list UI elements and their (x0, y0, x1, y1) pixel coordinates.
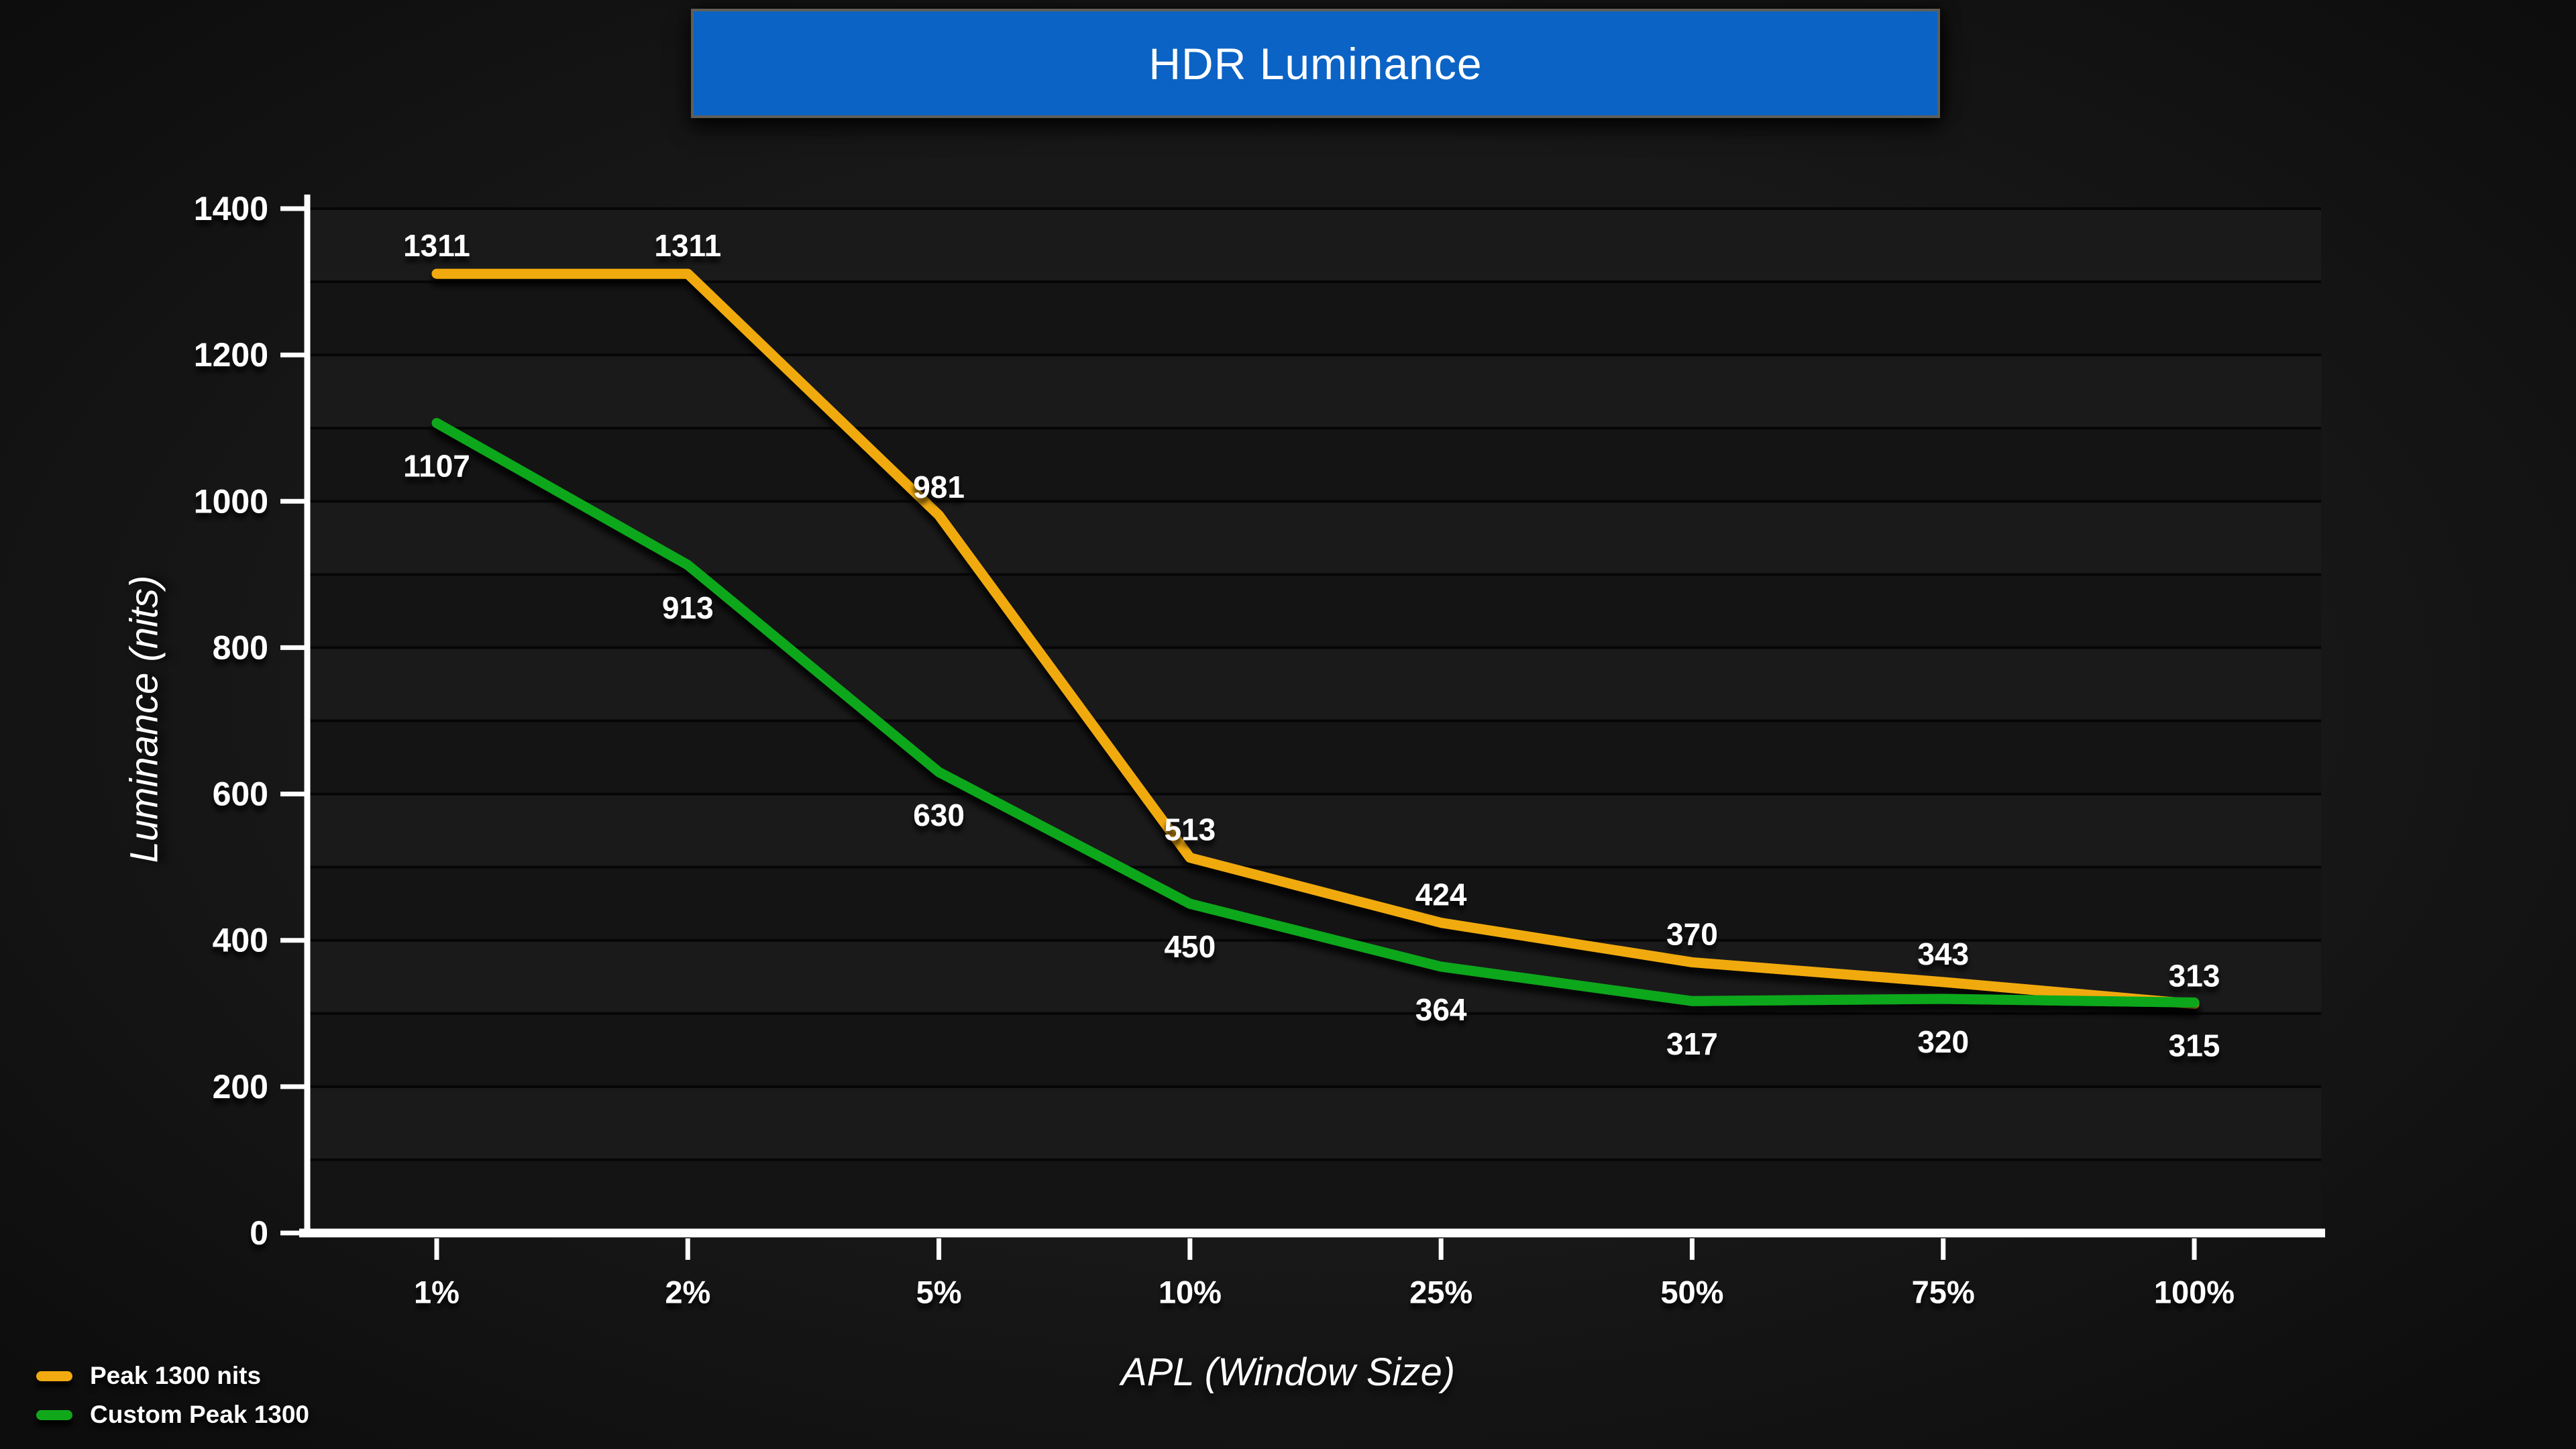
chart-title-banner: HDR Luminance (691, 9, 1940, 118)
plot-band (307, 428, 2321, 502)
data-label: 913 (662, 590, 714, 625)
data-label: 317 (1666, 1026, 1718, 1061)
plot-band (307, 501, 2321, 575)
plot-band (307, 647, 2321, 721)
plot-band (307, 355, 2321, 429)
series-line-peak-1300-nits (431, 268, 2200, 1010)
x-tick-label: 1% (414, 1274, 460, 1309)
y-tick-label: 800 (213, 629, 268, 666)
data-label: 315 (2169, 1028, 2220, 1063)
plot-band (307, 282, 2321, 356)
data-label: 370 (1666, 916, 1718, 951)
legend: Peak 1300 nits Custom Peak 1300 (36, 1356, 309, 1434)
y-axis-title: Luminance (nits) (122, 575, 166, 863)
legend-swatch-peak-1300-nits (36, 1371, 72, 1381)
data-label: 1311 (403, 228, 470, 263)
x-tick-label: 75% (1912, 1274, 1975, 1309)
data-label: 630 (913, 798, 965, 833)
chart-title: HDR Luminance (1148, 38, 1483, 89)
data-label: 450 (1164, 929, 1216, 964)
data-label: 364 (1415, 992, 1467, 1027)
y-tick-label: 1400 (194, 190, 268, 227)
plot-band (307, 867, 2321, 941)
plot-band (307, 1086, 2321, 1160)
x-tick-label: 50% (1660, 1274, 1723, 1309)
data-label: 981 (913, 470, 965, 504)
legend-item-peak-1300-nits: Peak 1300 nits (36, 1356, 309, 1395)
data-label: 424 (1415, 877, 1467, 912)
x-tick-label: 5% (916, 1274, 962, 1309)
legend-label-custom-peak-1300: Custom Peak 1300 (90, 1401, 310, 1428)
data-label: 320 (1917, 1024, 1969, 1059)
plot-band (307, 1013, 2321, 1087)
legend-swatch-custom-peak-1300 (36, 1409, 72, 1420)
plot-band (307, 720, 2321, 794)
x-tick-label: 100% (2154, 1274, 2235, 1309)
x-tick-label: 2% (665, 1274, 710, 1309)
data-label: 343 (1917, 936, 1969, 971)
x-tick-label: 25% (1409, 1274, 1472, 1309)
data-label: 1311 (654, 228, 721, 263)
data-label: 313 (2169, 959, 2220, 994)
plot-band (307, 794, 2321, 867)
data-label: 513 (1164, 812, 1216, 847)
x-axis-title: APL (Window Size) (1120, 1350, 1456, 1394)
plot-band (307, 1159, 2321, 1233)
y-tick-label: 200 (213, 1068, 268, 1106)
x-tick-label: 10% (1159, 1274, 1222, 1309)
y-tick-label: 1000 (194, 482, 268, 520)
series-line-custom-peak-1300 (431, 418, 2200, 1008)
y-tick-label: 0 (250, 1214, 268, 1252)
y-tick-label: 600 (213, 775, 268, 813)
y-tick-label: 400 (213, 922, 268, 959)
y-tick-label: 1200 (194, 336, 268, 374)
plot-band (307, 574, 2321, 648)
legend-item-custom-peak-1300: Custom Peak 1300 (36, 1395, 309, 1434)
legend-label-peak-1300-nits: Peak 1300 nits (90, 1362, 262, 1389)
data-label: 1107 (403, 449, 470, 484)
